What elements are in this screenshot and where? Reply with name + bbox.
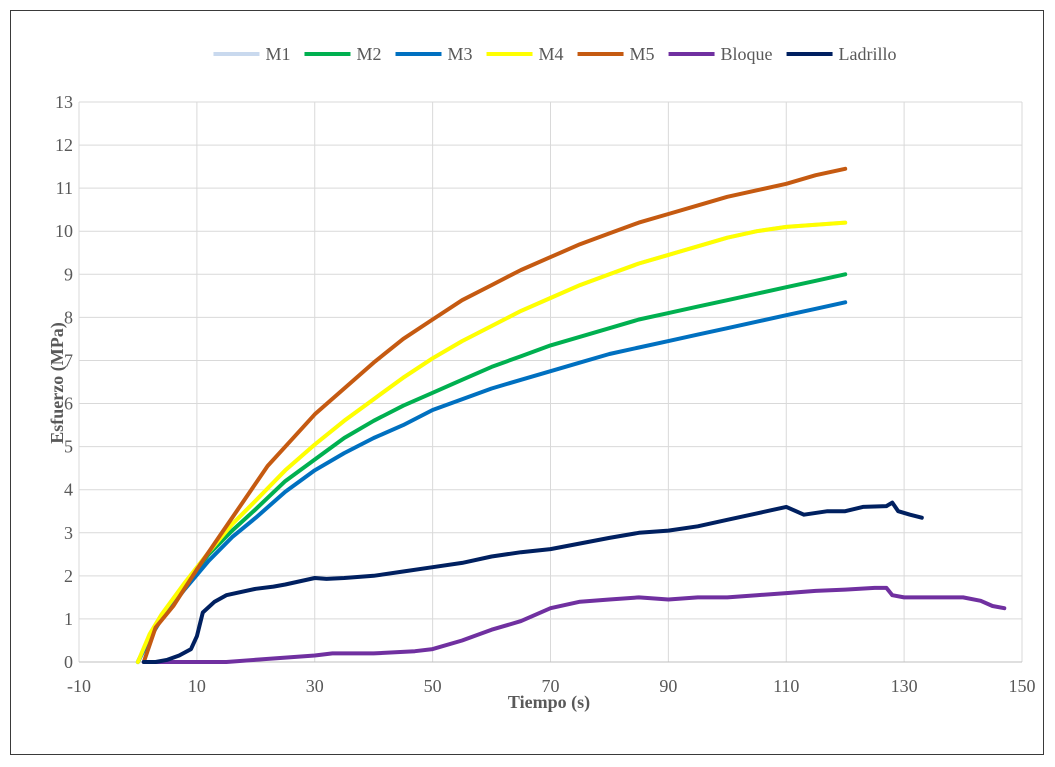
legend-item-m1: M1 <box>213 44 290 64</box>
series-line-m2 <box>135 272 848 664</box>
series-line-bloque <box>141 585 1007 664</box>
series-line-m5 <box>141 166 848 664</box>
x-axis-title: Tiempo (s) <box>508 692 590 713</box>
y-tick-label: 11 <box>56 178 73 198</box>
legend-label: M3 <box>448 44 473 64</box>
legend-item-m4: M4 <box>486 44 564 64</box>
y-tick-label: 13 <box>55 92 73 112</box>
y-tick-label: 1 <box>64 609 73 629</box>
legend-label: M4 <box>539 44 564 64</box>
chart-frame <box>10 10 1044 755</box>
x-tick-label: 90 <box>659 676 677 696</box>
x-tick-label: 150 <box>1009 676 1036 696</box>
y-tick-label: 4 <box>64 480 73 500</box>
x-tick-label: 50 <box>424 676 442 696</box>
legend: M1 M2 M3 M4 M5 Bloque Ladrillo <box>213 44 897 64</box>
series-line-ladrillo <box>141 500 924 664</box>
x-tick-label: 130 <box>891 676 918 696</box>
series-line-m3 <box>135 300 848 664</box>
y-tick-label: 12 <box>55 135 73 155</box>
y-tick-label: 10 <box>55 221 73 241</box>
y-tick-label: 9 <box>64 264 73 284</box>
legend-label: Ladrillo <box>839 44 897 64</box>
legend-item-ladrillo: Ladrillo <box>786 44 897 64</box>
x-tick-label: 30 <box>306 676 324 696</box>
y-tick-label: 6 <box>64 394 73 414</box>
y-tick-label: 7 <box>64 350 73 370</box>
legend-item-m2: M2 <box>304 44 382 64</box>
y-tick-label: 5 <box>64 437 73 457</box>
legend-label: Bloque <box>721 44 773 64</box>
legend-label: M5 <box>630 44 655 64</box>
legend-item-bloque: Bloque <box>668 44 773 64</box>
series-lines <box>135 166 1007 664</box>
legend-item-m3: M3 <box>395 44 473 64</box>
y-tick-label: 2 <box>64 566 73 586</box>
y-tick-label: 8 <box>64 307 73 327</box>
legend-item-m5: M5 <box>577 44 655 64</box>
x-tick-label: -10 <box>67 676 91 696</box>
y-tick-label: 0 <box>64 652 73 672</box>
x-tick-label: 110 <box>773 676 799 696</box>
x-tick-label: 70 <box>542 676 560 696</box>
x-tick-label: 10 <box>188 676 206 696</box>
legend-label: M2 <box>356 44 381 64</box>
legend-label: M1 <box>265 44 290 64</box>
grid <box>78 101 1023 663</box>
y-tick-label: 3 <box>64 523 73 543</box>
y-axis-title: Esfuerzo (MPa) <box>47 322 68 443</box>
